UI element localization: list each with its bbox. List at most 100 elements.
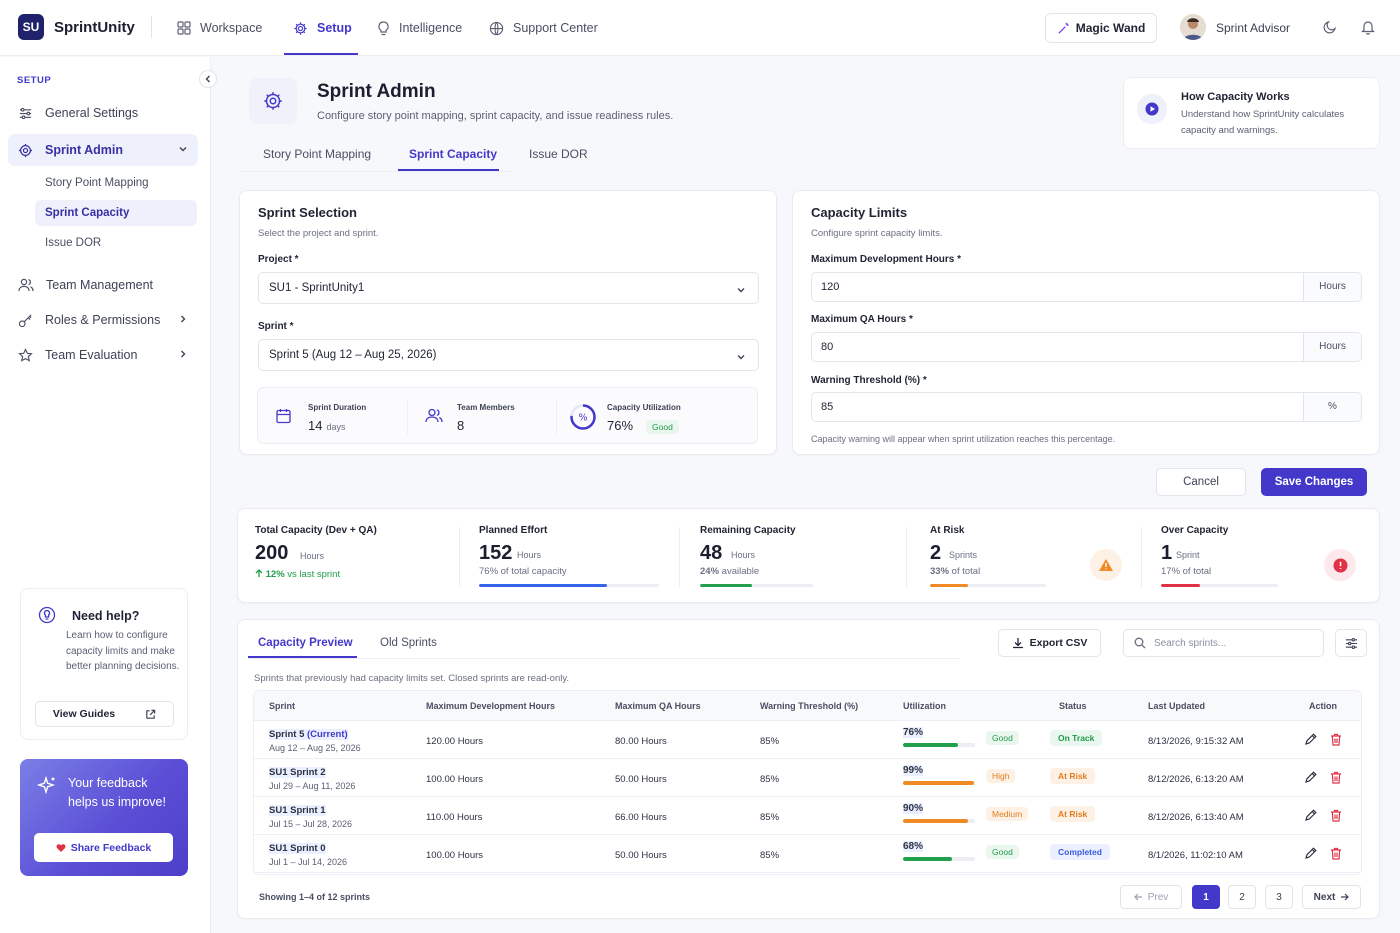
user-name[interactable]: Sprint Advisor	[1216, 21, 1291, 35]
card-subtitle: Select the project and sprint.	[258, 228, 379, 239]
tab-old-sprints[interactable]: Old Sprints	[380, 637, 437, 649]
qa-hours: 50.00 Hours	[615, 850, 667, 861]
level-badge: Medium	[986, 807, 1029, 821]
project-value: SU1 - SprintUnity1	[269, 282, 365, 294]
table-row: SU1 Sprint 1 Jul 15 – Jul 28, 2026 110.00…	[254, 797, 1361, 835]
dev-hours: 100.00 Hours	[426, 850, 484, 861]
col-action: Action	[1309, 701, 1337, 711]
warning-threshold-input[interactable]: 85 %	[811, 392, 1362, 422]
metric-unit: Hours	[731, 550, 756, 560]
search-input[interactable]	[1154, 637, 1304, 649]
sprint-name-text: SU1 Sprint 0	[269, 843, 326, 854]
cancel-button[interactable]: Cancel	[1156, 468, 1246, 496]
app-logo[interactable]: SU	[18, 14, 44, 40]
info-text: Understand how SprintUnity calculates ca…	[1181, 109, 1345, 136]
utilization-bar-fill	[903, 743, 958, 747]
pencil-icon[interactable]	[1304, 847, 1317, 860]
sidebar-item-general-settings[interactable]: General Settings	[8, 97, 198, 129]
next-label: Next	[1313, 891, 1336, 903]
save-changes-button[interactable]: Save Changes	[1261, 468, 1367, 496]
tabs-border	[240, 171, 510, 172]
nav-support-center[interactable]: Support Center	[489, 0, 598, 56]
pencil-icon[interactable]	[1304, 771, 1317, 784]
status-badge: Completed	[1050, 844, 1110, 860]
sliders-icon	[18, 106, 33, 121]
view-guides-label: View Guides	[52, 708, 116, 720]
how-capacity-works-card[interactable]: How Capacity Works Understand how Sprint…	[1123, 77, 1380, 149]
metric-unit: Sprint	[1176, 550, 1200, 560]
sprint-name-text: SU1 Sprint 1	[269, 805, 326, 816]
sidebar-item-label: Team Evaluation	[45, 348, 138, 362]
dev-hours: 120.00 Hours	[426, 736, 484, 747]
sidebar-item-roles-permissions[interactable]: Roles & Permissions	[8, 304, 198, 336]
moon-icon[interactable]	[1323, 20, 1337, 34]
trash-icon[interactable]	[1330, 847, 1342, 860]
level-badge: Good	[986, 845, 1019, 859]
view-guides-button[interactable]: View Guides	[35, 701, 174, 727]
export-csv-button[interactable]: Export CSV	[998, 629, 1101, 657]
sprints-table-card	[237, 619, 1380, 919]
nav-intelligence[interactable]: Intelligence	[377, 0, 462, 56]
bell-icon[interactable]	[1361, 19, 1375, 35]
warning-threshold: 85%	[760, 774, 780, 785]
sidebar-subitem-story-point-mapping[interactable]: Story Point Mapping	[45, 177, 149, 189]
page-2-button[interactable]: 2	[1228, 885, 1256, 909]
metric-value: 152	[479, 542, 513, 564]
magic-wand-button[interactable]: Magic Wand	[1045, 13, 1157, 43]
prev-page-button[interactable]: Prev	[1120, 885, 1182, 909]
sprint-select[interactable]: Sprint 5 (Aug 12 – Aug 25, 2026)	[258, 339, 759, 371]
filter-button[interactable]	[1335, 629, 1367, 657]
utilization-bar	[903, 781, 975, 785]
table-note: Sprints that previously had capacity lim…	[254, 673, 570, 684]
status-text: At Risk	[1050, 806, 1096, 822]
tab-sprint-capacity[interactable]: Sprint Capacity	[409, 147, 498, 161]
sidebar-item-label: General Settings	[45, 106, 139, 120]
pencil-icon[interactable]	[1304, 809, 1317, 822]
metric-value: 1	[1161, 542, 1173, 564]
trash-icon[interactable]	[1330, 771, 1342, 784]
external-link-icon	[145, 709, 156, 720]
key-icon	[18, 313, 33, 328]
col-sprint: Sprint	[269, 701, 295, 711]
metric-sub-strong: 24%	[700, 566, 720, 577]
duration-unit: days	[326, 422, 346, 432]
trash-icon[interactable]	[1330, 733, 1342, 746]
trash-icon[interactable]	[1330, 809, 1342, 822]
active-nav-indicator	[284, 53, 358, 55]
sidebar-subitem-sprint-capacity[interactable]: Sprint Capacity	[35, 200, 197, 226]
pencil-icon[interactable]	[1304, 733, 1317, 746]
sidebar-item-team-evaluation[interactable]: Team Evaluation	[8, 339, 198, 371]
top-bar: SU SprintUnity Workspace Setup Intellige…	[0, 0, 1400, 56]
nav-workspace[interactable]: Workspace	[177, 0, 262, 56]
dev-hours-label: Maximum Development Hours *	[811, 254, 962, 265]
sidebar-item-sprint-admin[interactable]: Sprint Admin	[8, 134, 198, 166]
metric-unit: Sprints	[949, 550, 978, 560]
divider	[556, 399, 557, 434]
gear-icon	[293, 21, 308, 36]
warning-threshold: 85%	[760, 736, 780, 747]
tab-story-point-mapping[interactable]: Story Point Mapping	[263, 147, 372, 161]
collapse-sidebar-button[interactable]	[199, 70, 217, 88]
sidebar-item-team-management[interactable]: Team Management	[8, 269, 198, 301]
qa-hours-input[interactable]: 80 Hours	[811, 332, 1362, 362]
next-page-button[interactable]: Next	[1302, 885, 1361, 909]
metric-bar-fill	[930, 584, 969, 587]
brand-name[interactable]: SprintUnity	[54, 19, 135, 36]
metric-sub-strong: 33%	[930, 566, 950, 577]
tab-capacity-preview[interactable]: Capacity Preview	[258, 637, 353, 649]
page-3-button[interactable]: 3	[1265, 885, 1293, 909]
avatar[interactable]	[1180, 14, 1206, 40]
tab-issue-dor[interactable]: Issue DOR	[529, 147, 588, 161]
metric-label: Over Capacity	[1161, 525, 1229, 536]
sidebar-subitem-issue-dor[interactable]: Issue DOR	[45, 237, 102, 249]
svg-text:%: %	[578, 413, 587, 424]
page-1-button[interactable]: 1	[1192, 885, 1220, 909]
help-title: Need help?	[72, 609, 140, 623]
nav-setup[interactable]: Setup	[293, 0, 352, 56]
col-max-qa-hours: Maximum QA Hours	[615, 701, 701, 711]
page-title: Sprint Admin	[317, 81, 436, 102]
duration-number: 14	[308, 418, 323, 433]
dev-hours-input[interactable]: 120 Hours	[811, 272, 1362, 302]
project-select[interactable]: SU1 - SprintUnity1	[258, 272, 759, 304]
share-feedback-button[interactable]: Share Feedback	[34, 833, 173, 862]
